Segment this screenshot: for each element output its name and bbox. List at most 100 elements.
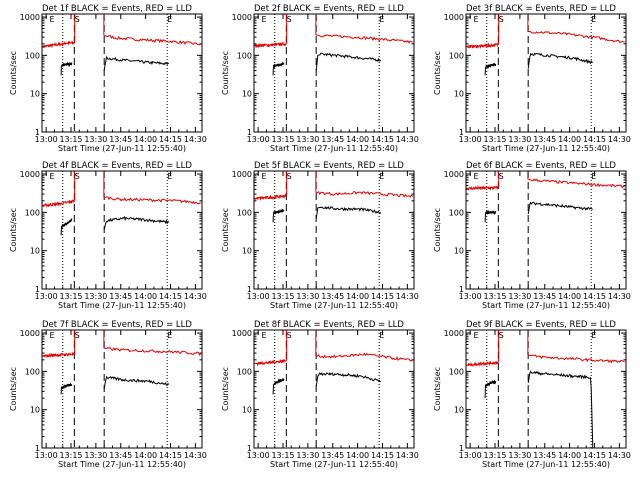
lld-series-line xyxy=(254,193,287,201)
lld-series-line xyxy=(42,199,75,208)
y-tick-label: 10 xyxy=(454,247,464,256)
marker-e2-label: E xyxy=(379,172,384,181)
marker-e2-label: E xyxy=(167,331,172,340)
y-tick-label: 1000 xyxy=(232,13,252,22)
x-tick-label: 13:30 xyxy=(508,451,531,460)
panel-title: Det 2f BLACK = Events, RED = LLD xyxy=(254,4,404,14)
marker-e1-label: E xyxy=(49,331,54,340)
y-axis-label: Counts/sec xyxy=(221,51,230,95)
lld-series-line xyxy=(528,354,625,364)
panel-det-8: Det 8f BLACK = Events, RED = LLD 1 10 100 10… xyxy=(221,320,419,469)
x-tick-label: 14:15 xyxy=(371,451,394,460)
marker-s-label: S xyxy=(287,15,292,24)
x-tick-label: 13:15 xyxy=(271,451,294,460)
marker-e2-label: E xyxy=(379,15,384,24)
events-series-line xyxy=(527,201,593,215)
panel-det-2: Det 2f BLACK = Events, RED = LLD 1 10 100 10… xyxy=(221,4,419,153)
events-series-line xyxy=(315,52,382,71)
x-tick-label: 14:15 xyxy=(371,292,394,301)
x-tick-label: 13:30 xyxy=(296,292,319,301)
x-tick-label: 13:00 xyxy=(247,135,270,144)
marker-s-label: S xyxy=(75,15,80,24)
x-tick-label: 14:00 xyxy=(134,135,157,144)
events-series-line xyxy=(60,62,73,76)
x-tick-label: 13:45 xyxy=(109,292,132,301)
y-axis-label: Counts/sec xyxy=(221,367,230,411)
marker-e1-label: E xyxy=(473,331,478,340)
x-tick-label: 13:15 xyxy=(59,292,82,301)
y-tick-label: 1000 xyxy=(232,329,252,338)
marker-e1-label: E xyxy=(261,331,266,340)
x-tick-label: 13:45 xyxy=(109,451,132,460)
plot-frame xyxy=(465,170,627,290)
plot-frame xyxy=(41,13,203,133)
x-tick-label: 13:45 xyxy=(109,135,132,144)
y-tick-label: 1000 xyxy=(444,329,464,338)
y-tick-label: 10 xyxy=(242,406,252,415)
marker-e1-label: E xyxy=(261,172,266,181)
events-series-line xyxy=(60,382,73,395)
x-tick-label: 14:30 xyxy=(184,451,207,460)
marker-e1-label: E xyxy=(261,15,266,24)
panel-title: Det 6f BLACK = Events, RED = LLD xyxy=(466,161,616,171)
y-tick-label: 1 xyxy=(35,444,40,453)
x-tick-label: 13:30 xyxy=(84,451,107,460)
panel-title: Det 7f BLACK = Events, RED = LLD xyxy=(42,320,192,330)
x-tick-label: 13:30 xyxy=(508,135,531,144)
x-tick-label: 14:00 xyxy=(558,135,581,144)
x-tick-label: 14:00 xyxy=(346,451,369,460)
x-tick-label: 14:30 xyxy=(608,135,631,144)
y-tick-label: 1 xyxy=(35,128,40,137)
y-tick-label: 100 xyxy=(25,367,40,376)
marker-e2-label: E xyxy=(379,331,384,340)
y-tick-label: 1 xyxy=(247,128,252,137)
marker-s-label: S xyxy=(499,15,504,24)
x-tick-label: 13:30 xyxy=(84,292,107,301)
lld-series-line xyxy=(316,190,414,198)
lld-series-line xyxy=(42,40,75,49)
x-axis-label: Start Time (27-Jun-11 12:55:40) xyxy=(482,460,610,469)
events-series-line xyxy=(60,218,73,236)
x-tick-label: 14:30 xyxy=(396,451,419,460)
y-tick-label: 10 xyxy=(30,90,40,99)
lld-series-line xyxy=(316,34,413,44)
y-axis-label: Counts/sec xyxy=(433,367,442,411)
marker-e1-label: E xyxy=(49,172,54,181)
x-tick-label: 13:15 xyxy=(483,292,506,301)
lld-series-line xyxy=(254,358,287,367)
y-tick-label: 100 xyxy=(25,51,40,60)
marker-e2-label: E xyxy=(167,172,172,181)
panel-title: Det 1f BLACK = Events, RED = LLD xyxy=(42,4,192,14)
x-tick-label: 13:15 xyxy=(483,451,506,460)
panel-det-7: Det 7f BLACK = Events, RED = LLD 1 10 100 10… xyxy=(9,320,207,469)
x-tick-label: 14:30 xyxy=(184,292,207,301)
x-axis-label: Start Time (27-Jun-11 12:55:40) xyxy=(270,301,398,310)
y-tick-label: 1 xyxy=(247,285,252,294)
x-tick-label: 14:15 xyxy=(583,292,606,301)
panel-det-5: Det 5f BLACK = Events, RED = LLD 1 10 100 10… xyxy=(221,161,419,310)
lld-series-line xyxy=(316,352,413,362)
x-tick-label: 13:00 xyxy=(247,451,270,460)
y-tick-label: 1000 xyxy=(232,170,252,179)
lld-series-line xyxy=(466,360,499,367)
x-tick-label: 13:30 xyxy=(296,451,319,460)
events-series-line xyxy=(103,55,170,71)
y-axis-label: Counts/sec xyxy=(433,51,442,95)
y-tick-label: 1000 xyxy=(444,170,464,179)
panel-det-1: Det 1f BLACK = Events, RED = LLD 1 10 100 10… xyxy=(9,4,207,153)
plot-frame xyxy=(253,170,415,290)
x-tick-label: 13:45 xyxy=(533,135,556,144)
x-tick-label: 14:00 xyxy=(346,135,369,144)
x-axis-label: Start Time (27-Jun-11 12:55:40) xyxy=(58,460,186,469)
lld-series-line xyxy=(466,42,499,49)
lld-series-line xyxy=(254,41,287,49)
x-tick-label: 14:15 xyxy=(159,451,182,460)
x-tick-label: 14:30 xyxy=(184,135,207,144)
marker-e1-label: E xyxy=(473,15,478,24)
x-axis-label: Start Time (27-Jun-11 12:55:40) xyxy=(270,460,398,469)
x-tick-label: 13:00 xyxy=(35,451,58,460)
panel-title: Det 5f BLACK = Events, RED = LLD xyxy=(254,161,404,171)
panel-det-6: Det 6f BLACK = Events, RED = LLD 1 10 100 10… xyxy=(433,161,631,310)
y-tick-label: 1000 xyxy=(20,170,40,179)
events-series-line xyxy=(272,208,285,223)
